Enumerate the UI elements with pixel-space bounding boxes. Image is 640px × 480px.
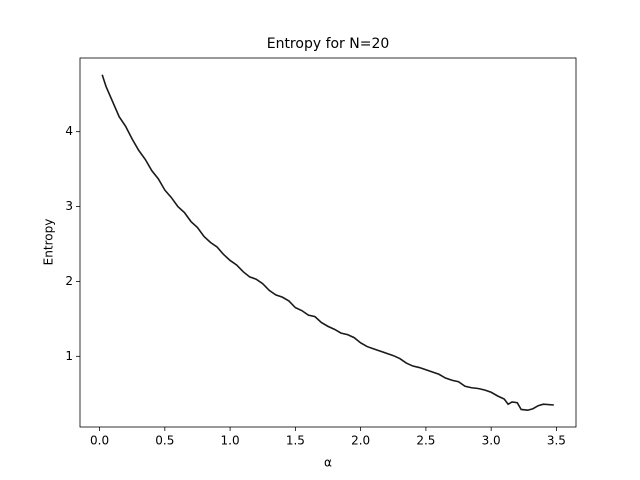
x-tick-label: 2.5 xyxy=(416,434,435,448)
x-tick-label: 1.0 xyxy=(221,434,240,448)
x-tick-label: 3.5 xyxy=(547,434,566,448)
data-line xyxy=(101,74,554,412)
y-tick-label: 3 xyxy=(65,199,73,213)
x-tick-label: 2.0 xyxy=(351,434,370,448)
x-tick-label: 3.0 xyxy=(482,434,501,448)
x-axis-label: α xyxy=(324,456,332,470)
x-tick-label: 0.5 xyxy=(155,434,174,448)
chart-title: Entropy for N=20 xyxy=(267,36,390,52)
y-tick-label: 1 xyxy=(65,349,73,363)
x-tick-label: 1.5 xyxy=(286,434,305,448)
plot-frame xyxy=(79,57,577,428)
y-axis-label: Entropy xyxy=(42,219,56,266)
y-tick-label: 2 xyxy=(65,274,73,288)
x-tick-label: 0.0 xyxy=(90,434,109,448)
y-tick-label: 4 xyxy=(65,124,73,138)
